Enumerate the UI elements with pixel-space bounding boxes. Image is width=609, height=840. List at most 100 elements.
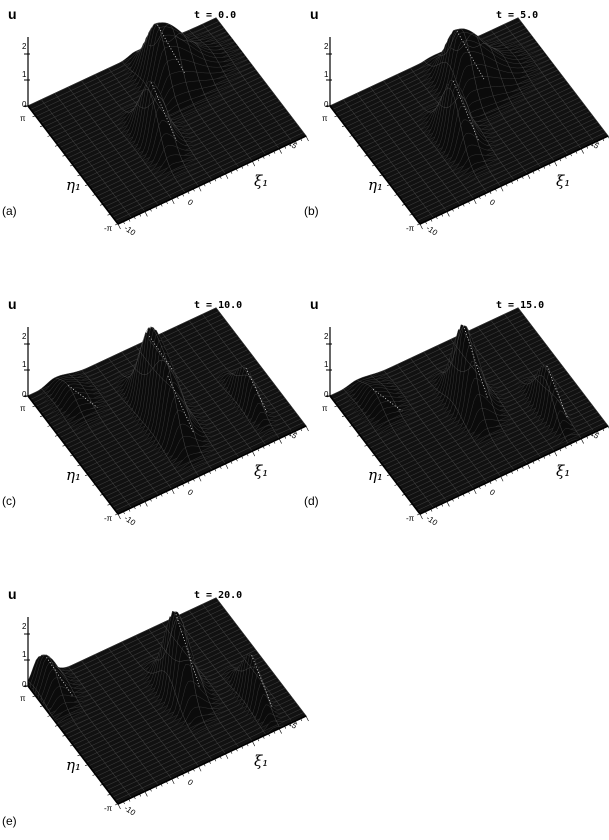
xi-axis-tick — [494, 478, 497, 482]
surface-slice — [107, 411, 296, 501]
xi-axis-tick — [198, 476, 202, 482]
surface-gridline — [175, 616, 266, 735]
eta-axis-label: η₁ — [368, 176, 383, 194]
surface-gridline — [121, 61, 213, 181]
xi-axis-label: ξ₁ — [254, 172, 269, 190]
xi-axis-tick — [570, 443, 572, 447]
xi-axis-tick — [268, 153, 270, 157]
u-tick-0: 0 — [324, 100, 329, 109]
xi-axis-tick — [139, 213, 142, 217]
xi-axis-tick — [305, 715, 309, 722]
xi-axis-tick — [182, 483, 184, 487]
xi-axis-tick — [252, 451, 256, 457]
xi-axis-tick — [289, 433, 292, 437]
surface-gridline — [356, 379, 448, 502]
xi-axis-tick — [144, 211, 148, 217]
panel-b: u 2 1 0 π -π -10 0 25 η₁ ξ₁ t = 5.0 (b) — [302, 0, 609, 260]
eta-axis-tick — [416, 223, 421, 226]
surface-gridline — [490, 30, 582, 149]
xi-axis-tick — [484, 483, 486, 487]
xi-axis-tick — [123, 801, 125, 805]
eta-axis-tick — [62, 444, 66, 447]
xi-axis-tick — [225, 463, 229, 469]
xi-axis-tick — [278, 438, 282, 444]
surface-gridline — [215, 307, 307, 427]
surface-gridline — [410, 68, 501, 187]
surface-gridline — [343, 99, 434, 218]
surface-slice — [94, 104, 283, 194]
time-label: t = 0.0 — [194, 10, 237, 21]
xi-axis-tick — [241, 456, 244, 459]
xi-axis-tick — [564, 445, 567, 449]
time-label: t = 15.0 — [496, 300, 545, 311]
eta-tick-top: π — [20, 114, 26, 123]
xi-axis-tick — [537, 458, 540, 462]
xi-axis-tick — [607, 135, 609, 139]
xi-axis-tick — [441, 213, 444, 217]
xi-axis-tick — [187, 191, 190, 194]
time-label: t = 10.0 — [194, 300, 243, 311]
surface-slice — [398, 107, 587, 197]
surface-gridline — [343, 388, 434, 508]
xi-axis-tick — [235, 458, 238, 462]
surface-gridline — [135, 345, 226, 464]
xi-axis-line — [419, 135, 609, 225]
xi-axis-tick — [289, 723, 292, 727]
surface-gridline — [477, 326, 568, 444]
xi-axis-tick — [489, 191, 492, 194]
xi-axis-tick — [171, 778, 175, 784]
u-tick-0: 0 — [22, 680, 27, 689]
peak-ridge — [546, 365, 569, 420]
eta-axis-tick — [62, 734, 66, 737]
xi-axis-tick — [155, 206, 158, 210]
eta-axis-tick — [62, 154, 66, 157]
surface-slice — [112, 128, 301, 218]
xi-axis-tick — [591, 433, 594, 437]
xi-axis-tick — [214, 468, 217, 472]
eta-axis-tick — [99, 494, 104, 496]
u-tick-2: 2 — [22, 42, 27, 51]
surface-gridline — [188, 320, 280, 439]
eta-axis-tick — [386, 184, 391, 186]
time-label: t = 5.0 — [496, 10, 539, 21]
xi-axis-tick — [494, 188, 497, 192]
xi-axis-tick — [241, 166, 244, 169]
eta-axis-tick — [416, 513, 421, 516]
xi-axis-tick — [425, 221, 427, 225]
eta-tick-top: π — [20, 404, 26, 413]
xi-axis-line — [117, 425, 307, 515]
eta-tick-bottom: -π — [104, 514, 113, 523]
eta-axis-tick — [54, 145, 59, 147]
surface-gridline — [504, 314, 595, 433]
eta-tick-top: π — [322, 114, 328, 123]
xi-axis-tick — [225, 753, 229, 759]
xi-axis-label: ξ₁ — [556, 172, 571, 190]
u-tick-2: 2 — [22, 622, 27, 631]
xi-axis-tick — [273, 440, 276, 444]
xi-axis-tick — [284, 725, 287, 729]
xi-axis-tick — [262, 445, 265, 449]
xi-axis-tick — [133, 216, 136, 220]
xi-axis-line — [419, 425, 609, 515]
surface-gridline — [148, 339, 240, 458]
eta-axis-tick — [84, 184, 89, 186]
xi-axis-tick — [462, 493, 465, 497]
surface-gridline — [450, 339, 542, 458]
xi-axis-tick — [273, 150, 276, 154]
eta-axis-tick — [334, 115, 338, 118]
surface-gridline — [423, 60, 515, 181]
surface-slice — [109, 415, 299, 504]
eta-axis-label: η₁ — [368, 466, 383, 484]
surface-plot-e — [24, 597, 309, 810]
xi-axis-tick — [117, 803, 121, 810]
peak-ridge — [456, 30, 485, 81]
xi-axis-tick — [575, 440, 578, 444]
surface-gridline — [477, 36, 568, 156]
xi-axis-tick — [457, 206, 460, 210]
surface-gridline — [356, 93, 448, 212]
xi-axis-tick — [128, 798, 131, 802]
surface-slice — [112, 418, 301, 508]
surface-gridline — [41, 99, 132, 218]
eta-axis-tick — [84, 764, 89, 766]
eta-tick-top: π — [20, 694, 26, 703]
